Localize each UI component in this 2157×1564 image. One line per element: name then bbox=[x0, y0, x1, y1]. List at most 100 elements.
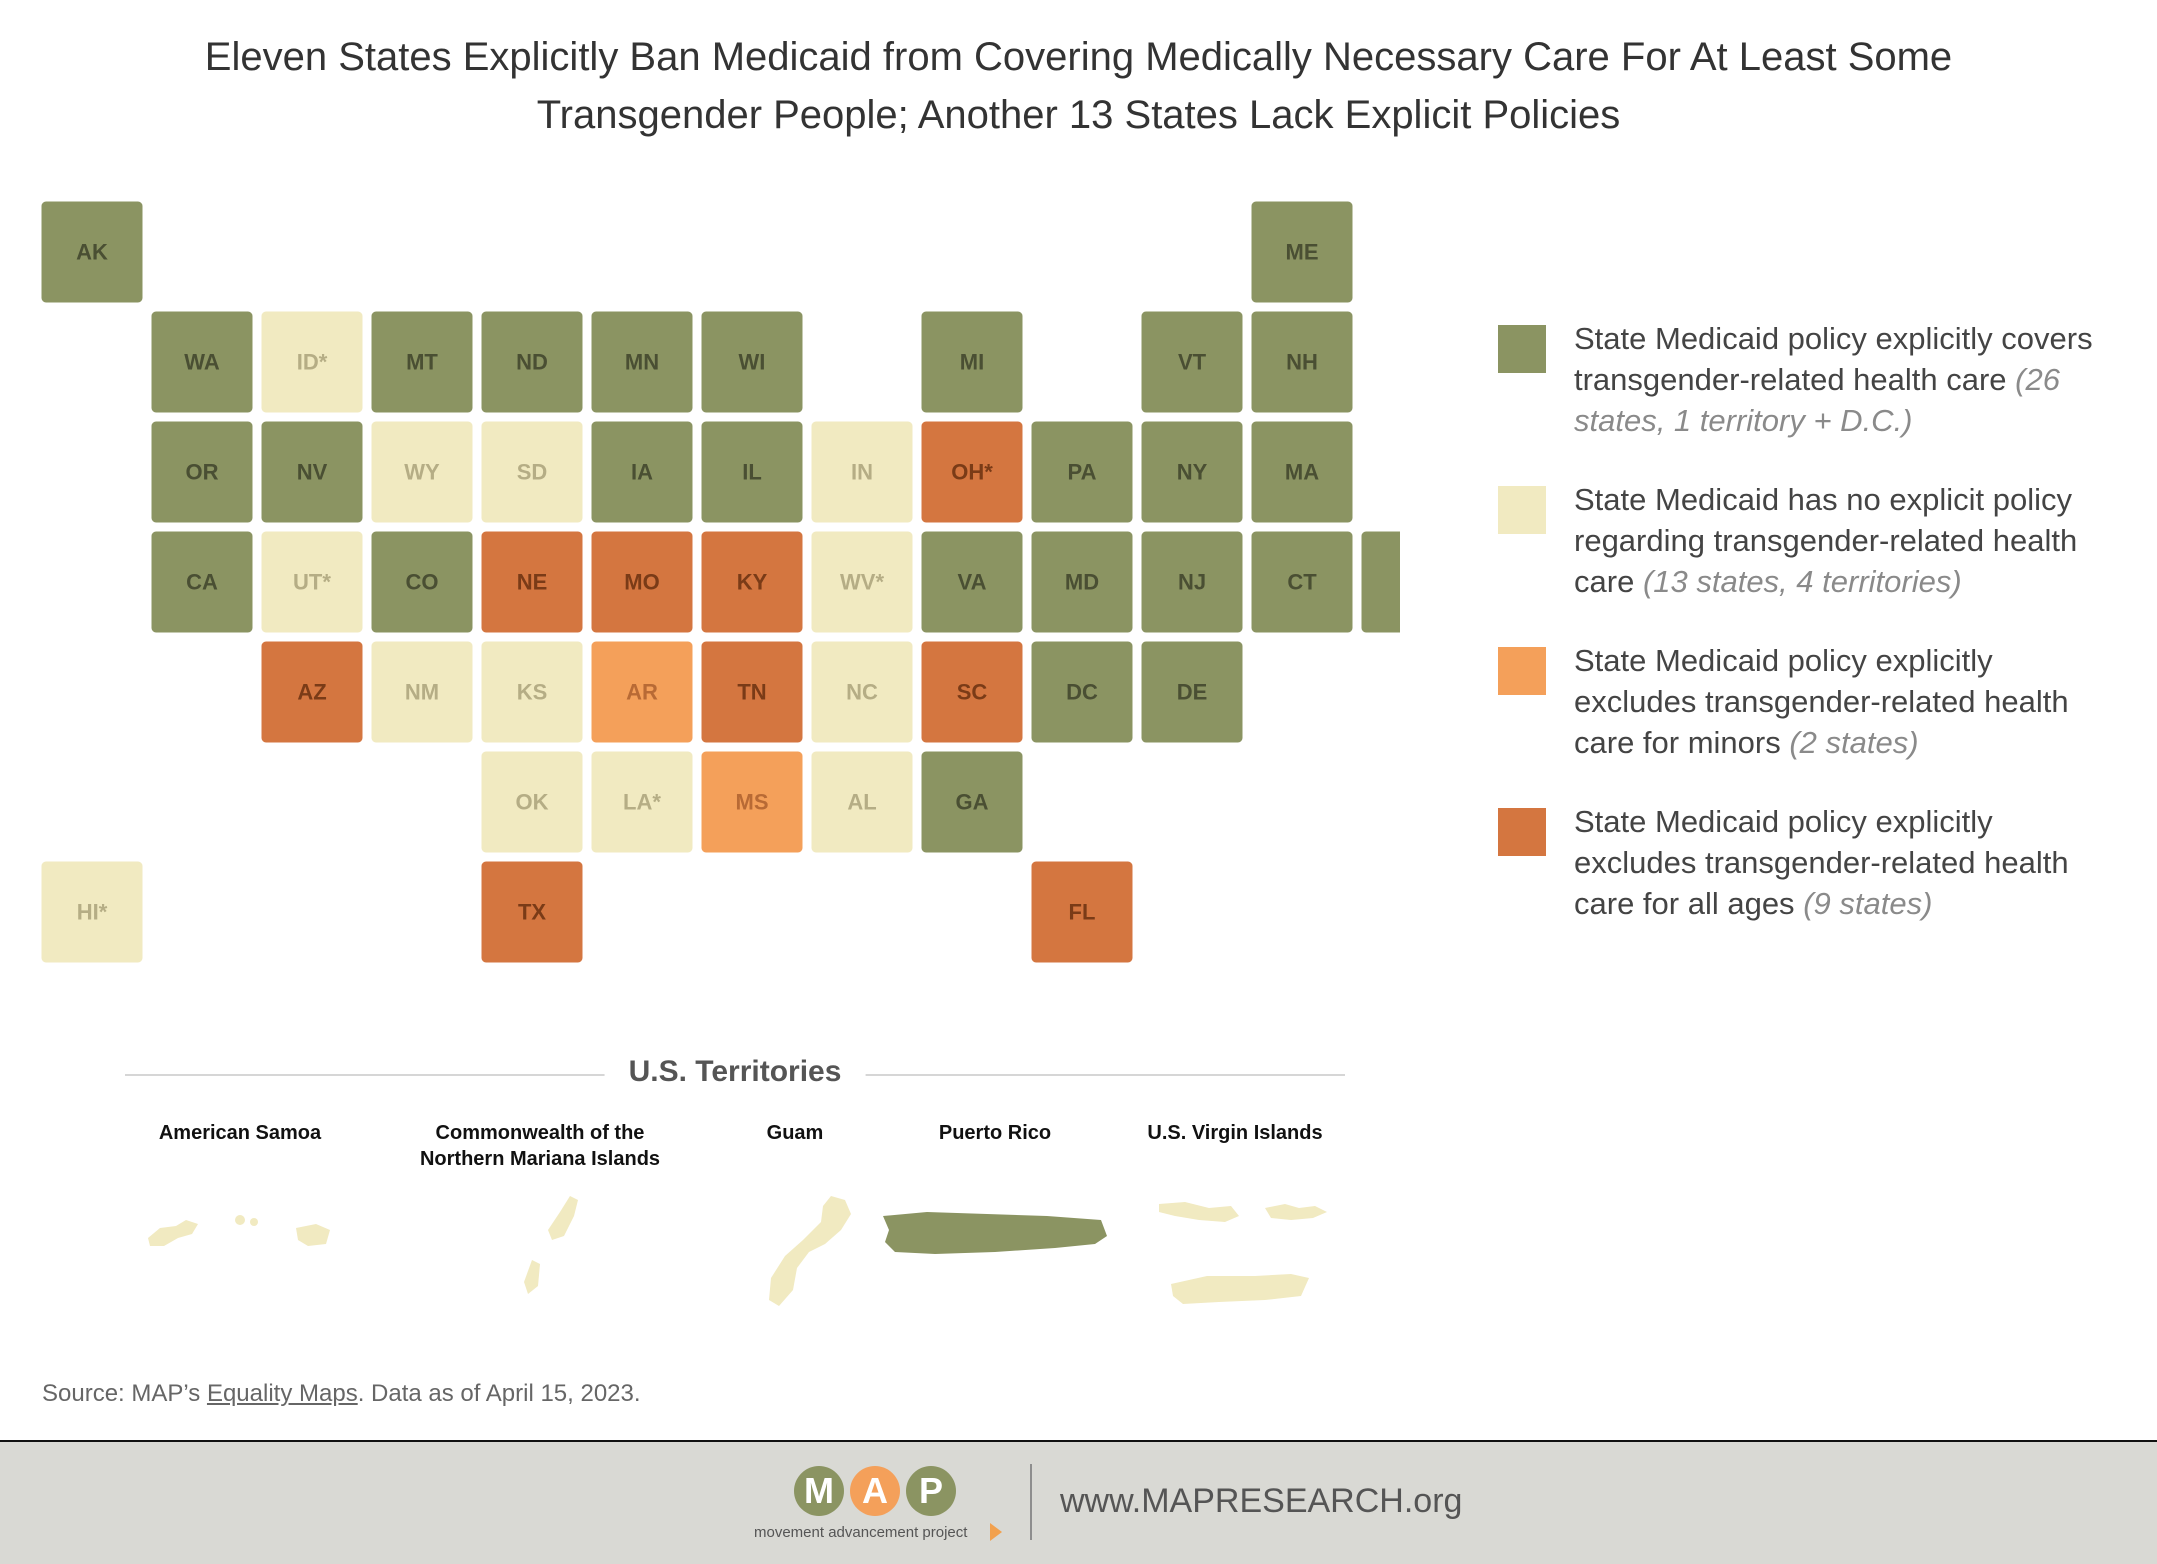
state-label: PA bbox=[1068, 460, 1097, 485]
state-label: TX bbox=[518, 900, 546, 925]
state-tile bbox=[698, 528, 806, 636]
state-label: NJ bbox=[1178, 570, 1206, 595]
state-wv[interactable]: WV* bbox=[808, 528, 916, 636]
state-la[interactable]: LA* bbox=[588, 748, 696, 856]
state-tile bbox=[698, 308, 806, 416]
puerto-rico-shape bbox=[883, 1212, 1107, 1254]
state-tile bbox=[38, 198, 146, 306]
state-label: CT bbox=[1287, 570, 1317, 595]
state-wa[interactable]: WA bbox=[148, 308, 256, 416]
state-pa[interactable]: PA bbox=[1028, 418, 1136, 526]
territory-american-samoa: American Samoa bbox=[100, 1120, 380, 1270]
state-nd[interactable]: ND bbox=[478, 308, 586, 416]
logo-letter: A bbox=[850, 1466, 900, 1516]
state-label: NC bbox=[846, 680, 878, 705]
us-state-map: AK ME WA ID* MT ND MN WI MI VT NH OR NV WY SD IA IL IN OH*… bbox=[38, 198, 1400, 966]
legend-item-excludes-minors: State Medicaid policy explicitly exclude… bbox=[1498, 640, 2118, 763]
state-tile bbox=[258, 308, 366, 416]
state-label: OH* bbox=[951, 460, 993, 485]
state-md[interactable]: MD bbox=[1028, 528, 1136, 636]
legend-count: (26 states, 1 territory + D.C.) bbox=[1574, 362, 2060, 438]
state-tile bbox=[258, 638, 366, 746]
state-nj[interactable]: NJ bbox=[1138, 528, 1246, 636]
state-label: FL bbox=[1069, 900, 1096, 925]
state-ca[interactable]: CA bbox=[148, 528, 256, 636]
state-ak[interactable]: AK bbox=[38, 198, 146, 306]
state-me[interactable]: ME bbox=[1248, 198, 1356, 306]
state-tx[interactable]: TX bbox=[478, 858, 586, 966]
state-ri[interactable]: RI bbox=[1358, 528, 1400, 636]
state-vt[interactable]: VT bbox=[1138, 308, 1246, 416]
equality-maps-link[interactable]: Equality Maps bbox=[206, 1380, 358, 1407]
state-nm[interactable]: NM bbox=[368, 638, 476, 746]
state-ks[interactable]: KS bbox=[478, 638, 586, 746]
state-hi[interactable]: HI* bbox=[38, 858, 146, 966]
state-label: HI* bbox=[77, 900, 108, 925]
state-dc[interactable]: DC bbox=[1028, 638, 1136, 746]
page-title-line-2: Transgender People; Another 13 States La… bbox=[536, 93, 1621, 137]
legend-swatch-covers bbox=[1498, 325, 1546, 373]
state-tile bbox=[368, 418, 476, 526]
territories-header: U.S. Territories bbox=[125, 1055, 1345, 1095]
state-mo[interactable]: MO bbox=[588, 528, 696, 636]
state-mi[interactable]: MI bbox=[918, 308, 1026, 416]
state-il[interactable]: IL bbox=[698, 418, 806, 526]
state-de[interactable]: DE bbox=[1138, 638, 1246, 746]
state-id[interactable]: ID* bbox=[258, 308, 366, 416]
state-ga[interactable]: GA bbox=[918, 748, 1026, 856]
state-tile bbox=[808, 638, 916, 746]
state-ia[interactable]: IA bbox=[588, 418, 696, 526]
state-label: DC bbox=[1066, 680, 1098, 705]
state-label: NH bbox=[1286, 350, 1318, 375]
state-tile bbox=[698, 418, 806, 526]
state-al[interactable]: AL bbox=[808, 748, 916, 856]
state-tile bbox=[808, 528, 916, 636]
state-wy[interactable]: WY bbox=[368, 418, 476, 526]
state-mt[interactable]: MT bbox=[368, 308, 476, 416]
state-label: NY bbox=[1177, 460, 1208, 485]
website-link[interactable]: www.MAPRESEARCH.org bbox=[1060, 1482, 1463, 1520]
state-fl[interactable]: FL bbox=[1028, 858, 1136, 966]
state-label: TN bbox=[737, 680, 766, 705]
state-va[interactable]: VA bbox=[918, 528, 1026, 636]
state-label: MS bbox=[736, 790, 769, 815]
state-nv[interactable]: NV bbox=[258, 418, 366, 526]
logo-tagline: movement advancement project bbox=[754, 1524, 968, 1541]
map-logo[interactable]: M A P movement advancement project bbox=[754, 1466, 1004, 1552]
state-label: IA bbox=[631, 460, 653, 485]
legend-count: (13 states, 4 territories) bbox=[1642, 564, 1962, 599]
state-tile bbox=[1248, 528, 1356, 636]
state-ne[interactable]: NE bbox=[478, 528, 586, 636]
state-ky[interactable]: KY bbox=[698, 528, 806, 636]
territory-puerto-rico: Puerto Rico bbox=[855, 1120, 1135, 1290]
state-tile bbox=[368, 528, 476, 636]
state-ct[interactable]: CT bbox=[1248, 528, 1356, 636]
state-ms[interactable]: MS bbox=[698, 748, 806, 856]
state-ok[interactable]: OK bbox=[478, 748, 586, 856]
state-ut[interactable]: UT* bbox=[258, 528, 366, 636]
state-nh[interactable]: NH bbox=[1248, 308, 1356, 416]
state-tn[interactable]: TN bbox=[698, 638, 806, 746]
state-sd[interactable]: SD bbox=[478, 418, 586, 526]
state-oh[interactable]: OH* bbox=[918, 418, 1026, 526]
state-label: MA bbox=[1285, 460, 1319, 485]
state-or[interactable]: OR bbox=[148, 418, 256, 526]
state-wi[interactable]: WI bbox=[698, 308, 806, 416]
state-tile bbox=[478, 308, 586, 416]
state-in[interactable]: IN bbox=[808, 418, 916, 526]
state-label: IN bbox=[851, 460, 873, 485]
state-nc[interactable]: NC bbox=[808, 638, 916, 746]
state-tile bbox=[1138, 528, 1246, 636]
state-co[interactable]: CO bbox=[368, 528, 476, 636]
state-label: MD bbox=[1065, 570, 1099, 595]
state-ar[interactable]: AR bbox=[588, 638, 696, 746]
state-label: ME bbox=[1286, 240, 1319, 265]
state-ny[interactable]: NY bbox=[1138, 418, 1246, 526]
state-tile bbox=[1138, 308, 1246, 416]
state-az[interactable]: AZ bbox=[258, 638, 366, 746]
state-ma[interactable]: MA bbox=[1248, 418, 1356, 526]
state-tile bbox=[478, 638, 586, 746]
state-mn[interactable]: MN bbox=[588, 308, 696, 416]
legend-label: State Medicaid has no explicit policy re… bbox=[1574, 482, 2078, 599]
state-sc[interactable]: SC bbox=[918, 638, 1026, 746]
